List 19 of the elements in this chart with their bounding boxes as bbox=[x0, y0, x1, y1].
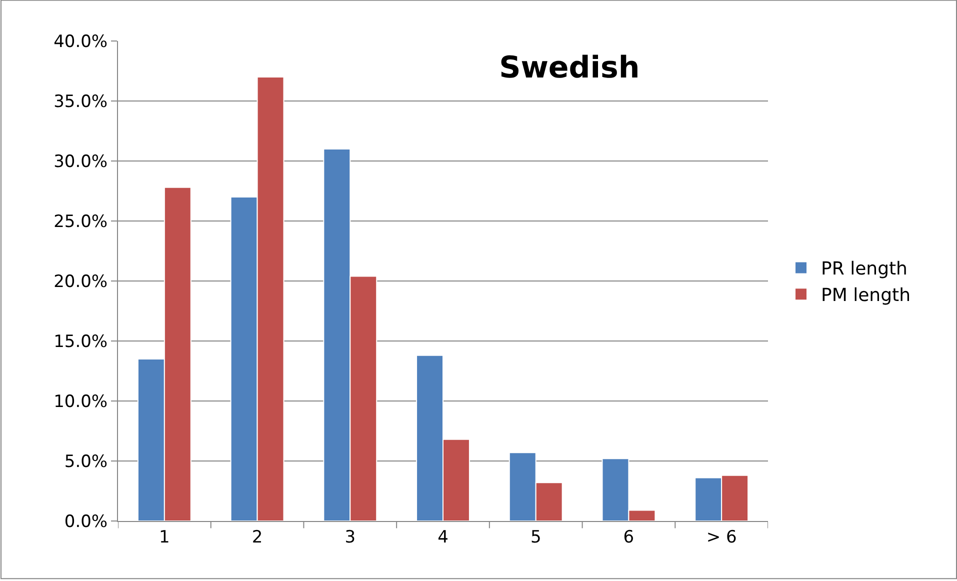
x-tick-label: 3 bbox=[344, 527, 356, 548]
y-tick-label: 20.0% bbox=[54, 272, 108, 292]
y-tick-label: 35.0% bbox=[54, 92, 108, 112]
y-tick-label: 10.0% bbox=[54, 392, 108, 412]
x-tick-label: 4 bbox=[438, 527, 448, 548]
y-tick-label: 40.0% bbox=[54, 32, 108, 52]
y-tick-label: 30.0% bbox=[54, 152, 108, 172]
chart-title: Swedish bbox=[499, 50, 640, 86]
y-tick-label: 25.0% bbox=[54, 212, 108, 232]
x-tick-label: 5 bbox=[530, 527, 542, 548]
legend-label: PM length bbox=[821, 285, 910, 306]
y-tick-label: 15.0% bbox=[54, 332, 108, 352]
y-tick-label: 0.0% bbox=[64, 512, 108, 532]
legend-label: PR length bbox=[821, 258, 908, 280]
x-tick-label: 2 bbox=[252, 527, 263, 548]
x-tick-label: 1 bbox=[159, 527, 170, 548]
x-tick-label: 6 bbox=[623, 527, 634, 548]
y-tick-label: 5.0% bbox=[64, 452, 108, 472]
x-tick-label: > 6 bbox=[706, 527, 737, 548]
